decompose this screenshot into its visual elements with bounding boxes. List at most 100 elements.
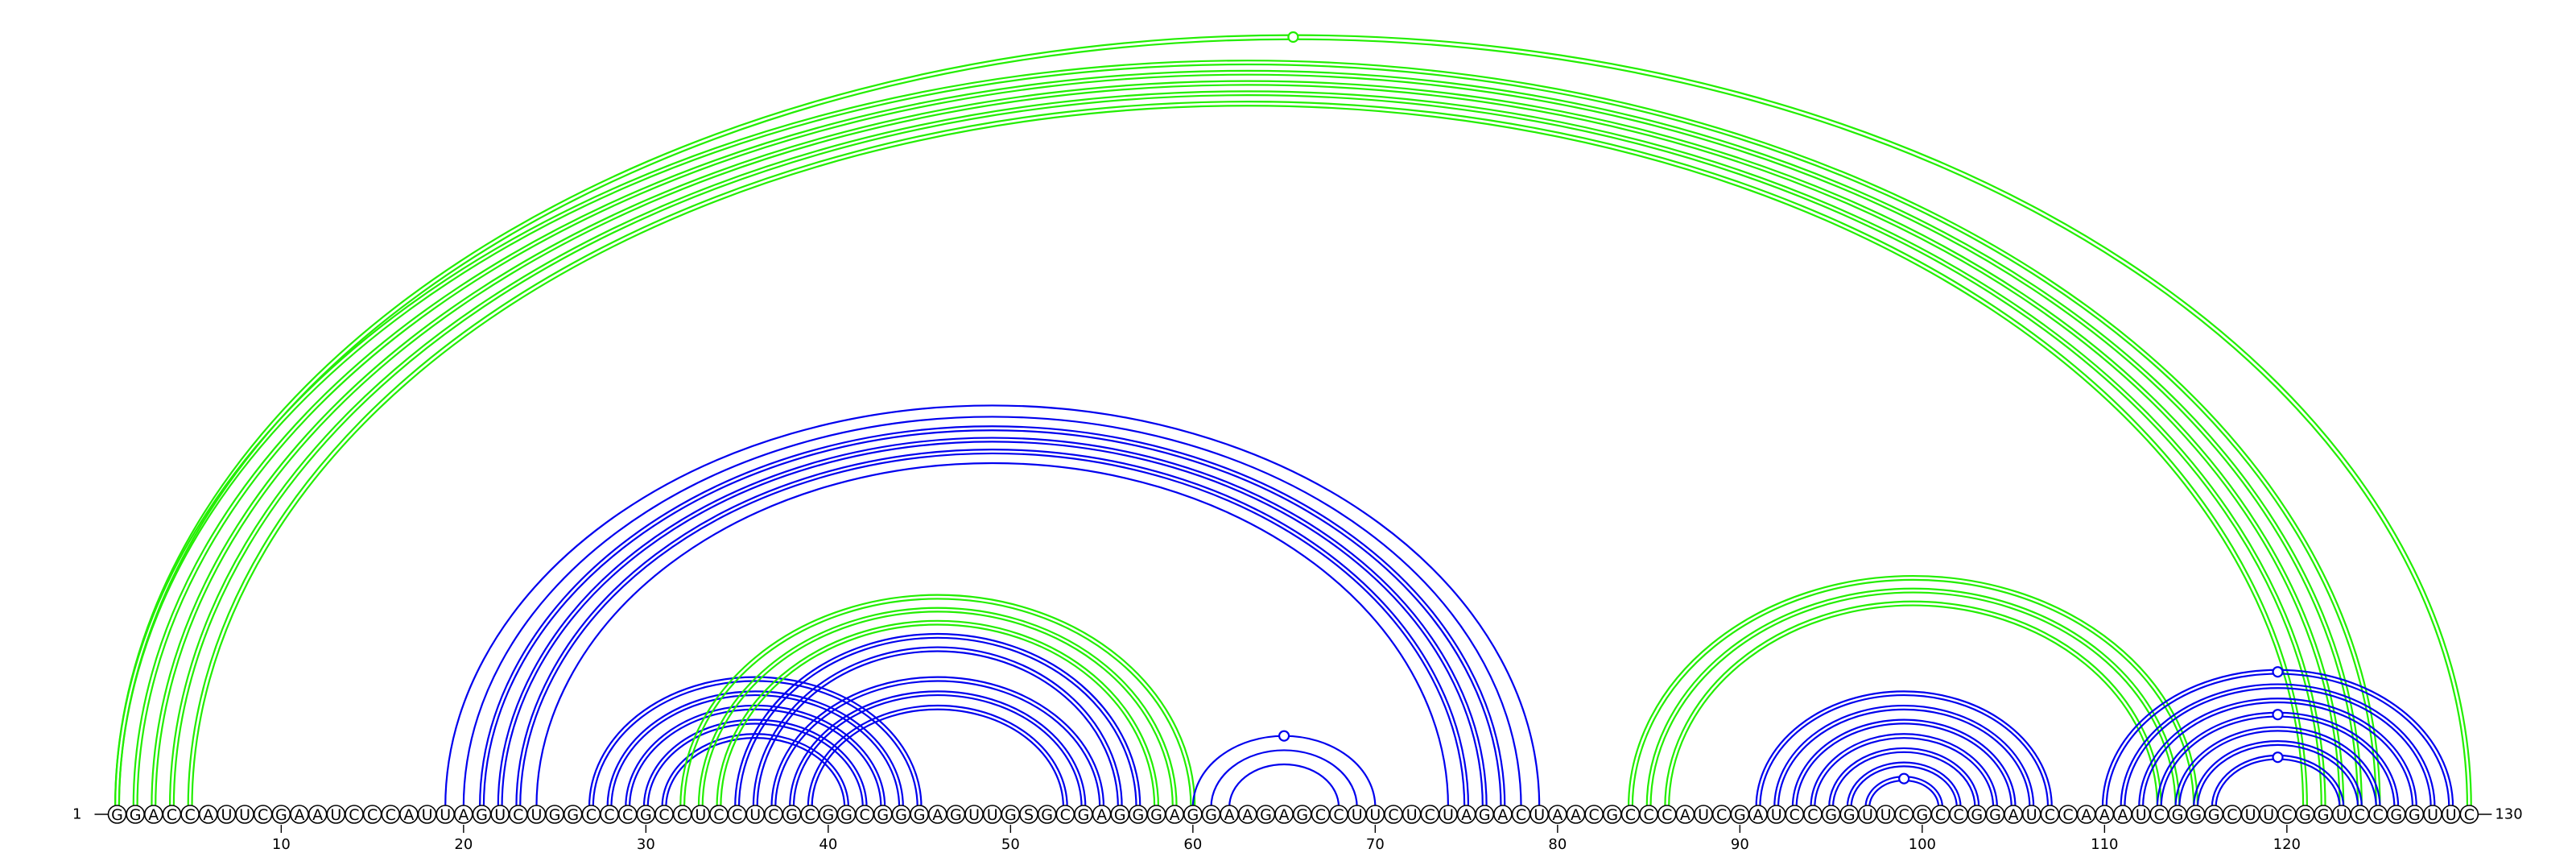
nucleotide-letter: C	[1388, 806, 1398, 824]
nucleotide-letter: G	[2172, 806, 2184, 824]
nucleotide: U	[2423, 805, 2442, 824]
nucleotide: U	[2131, 805, 2151, 824]
nucleotide-letter: A	[1242, 806, 1253, 824]
nucleotide: U	[745, 805, 766, 824]
nucleotide-letter: U	[749, 806, 761, 824]
nucleotide-letter: C	[1425, 806, 1435, 824]
nucleotide-letter: A	[1552, 806, 1563, 824]
nucleotide-letter: G	[111, 806, 123, 824]
arc-marker-116-123	[2272, 751, 2284, 764]
nucleotide: C	[1584, 805, 1604, 824]
nucleotide-letter: G	[840, 806, 852, 824]
nucleotide: G	[2405, 805, 2425, 824]
arc-38-54-inner	[792, 694, 1083, 808]
nucleotide-letter: C	[732, 806, 742, 824]
nucleotide-letter: C	[1935, 806, 1946, 824]
arc-112-127-outer	[2138, 697, 2417, 808]
arc-29-43-outer	[625, 704, 886, 808]
arc-114-125-inner	[2178, 730, 2377, 808]
nucleotide-letter: G	[640, 806, 652, 824]
nucleotide: G	[1292, 805, 1312, 824]
arc-92-106-inner	[1777, 708, 2031, 808]
nucleotide: C	[1420, 805, 1440, 824]
arc-1-125-outer	[114, 60, 2381, 808]
nucleotide-letter: C	[1716, 806, 1727, 824]
nucleotide-letter: G	[1041, 806, 1053, 824]
nucleotide-letter: G	[549, 806, 561, 824]
arc-22-76-outer	[497, 437, 1488, 808]
nucleotide: G	[782, 805, 802, 824]
nucleotide: G	[472, 805, 492, 824]
nucleotide: A	[1165, 805, 1184, 824]
nucleotide-letter: G	[950, 806, 962, 824]
nucleotide-letter: A	[148, 806, 159, 824]
nucleotide-letter: G	[1825, 806, 1837, 824]
nucleotide: U	[326, 805, 346, 824]
arc-93-105-inner	[1795, 722, 2013, 808]
nucleotide: C	[1785, 805, 1805, 824]
nucleotide-letter: G	[476, 806, 488, 824]
arc-95-103-outer	[1828, 747, 1980, 808]
nucleotide-letter: U	[2136, 806, 2147, 824]
nucleotide: C	[345, 805, 364, 824]
nucleotide: U	[1694, 805, 1713, 824]
nucleotide: U	[436, 805, 456, 824]
nucleotide: A	[1675, 805, 1695, 824]
nucleotide-letter: A	[1753, 806, 1764, 824]
nucleotide: U	[1858, 805, 1877, 824]
nucleotide-letter: C	[1899, 806, 1909, 824]
nucleotide-letter: A	[2099, 806, 2110, 824]
nucleotide: C	[855, 805, 874, 824]
nucleotide-letter: A	[2008, 806, 2019, 824]
nucleotide-letter: U	[1352, 806, 1363, 824]
nucleotide-letter: C	[349, 806, 359, 824]
nucleotide-letter: C	[1790, 806, 1800, 824]
nucleotide-letter: G	[1606, 806, 1618, 824]
arc-95-103-inner	[1831, 751, 1976, 808]
nucleotide-letter: U	[330, 806, 341, 824]
arc-38-54-outer	[789, 690, 1087, 808]
nucleotide: C	[180, 805, 200, 824]
nucleotide-letter: G	[1479, 806, 1491, 824]
arc-86-113-outer	[1664, 600, 2162, 808]
nucleotide-letter: U	[1369, 806, 1381, 824]
nucleotide: A	[308, 805, 328, 824]
nucleotide-letter: C	[2062, 806, 2073, 824]
nucleotide-letter: C	[2281, 806, 2292, 824]
tick-label-110: 110	[2091, 836, 2118, 853]
nucleotide-letter: G	[1916, 806, 1928, 824]
nucleotide-letter: G	[1971, 806, 1983, 824]
nucleotide: C	[654, 805, 674, 824]
arc-34-58-inner	[720, 623, 1156, 808]
nucleotide: U	[1766, 805, 1786, 824]
arc-marker-60-70	[1278, 730, 1290, 742]
nucleotide: C	[2040, 805, 2060, 824]
nucleotide-letter: U	[1862, 806, 1873, 824]
nucleotide-letter: C	[604, 806, 614, 824]
arc-2-124-outer	[132, 69, 2363, 808]
nucleotide: G	[1129, 805, 1148, 824]
nucleotide-letter: U	[2263, 806, 2274, 824]
nucleotide: A	[1566, 805, 1586, 824]
arc-86-113-inner	[1668, 604, 2158, 808]
nucleotide-letter: A	[1224, 806, 1235, 824]
arc-94-104-inner	[1814, 736, 1995, 808]
arc-19-79	[444, 404, 1541, 808]
nucleotide-letter: A	[458, 806, 469, 824]
nucleotide-letter: C	[1625, 806, 1636, 824]
arc-24-74	[535, 462, 1450, 808]
nucleotide: C	[2277, 805, 2297, 824]
tick-label-10: 10	[272, 836, 291, 853]
nucleotide: C	[1930, 805, 1951, 824]
nucleotide-letter: G	[1133, 806, 1145, 824]
nucleotide-letter: A	[932, 806, 943, 824]
nucleotide-letter: G	[1005, 806, 1017, 824]
nucleotide: C	[672, 805, 692, 824]
arc-30-42-outer	[642, 718, 868, 808]
nucleotide: C	[162, 805, 182, 824]
arc-31-41-inner	[665, 736, 846, 808]
nucleotide-letter: U	[1406, 806, 1418, 824]
nucleotide-letter: C	[2464, 806, 2475, 824]
nucleotide: A	[1748, 805, 1768, 824]
nucleotide: A	[2095, 805, 2115, 824]
